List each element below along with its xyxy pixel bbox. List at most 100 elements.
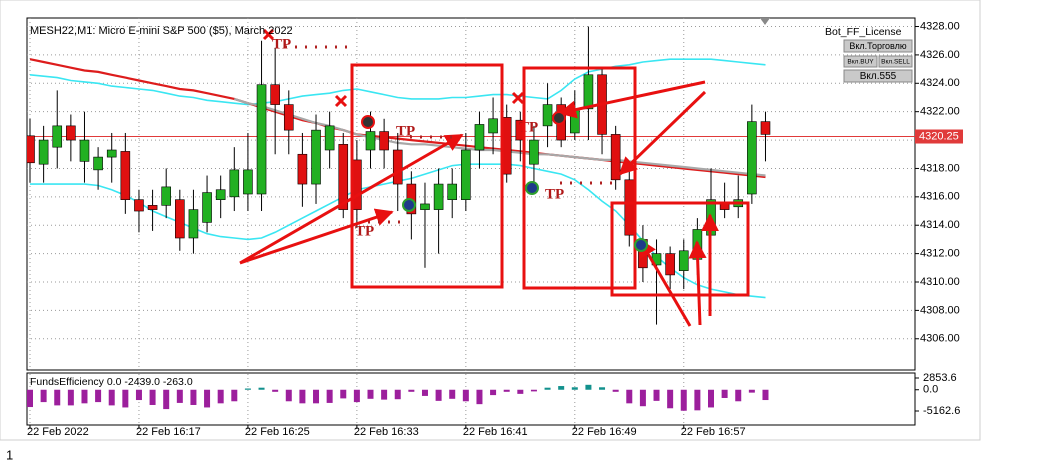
bar (626, 389, 633, 404)
candle-body (188, 209, 199, 239)
bar (163, 389, 170, 410)
x-tick-label: 22 Feb 16:49 (572, 426, 637, 438)
bar (762, 389, 769, 401)
button-label[interactable]: Вкл.555 (860, 71, 897, 82)
candle-body (161, 186, 171, 206)
candle-body (678, 250, 689, 271)
x-tick-label: 22 Feb 16:57 (681, 426, 746, 438)
bar (544, 387, 551, 390)
candle-body (461, 149, 471, 200)
candle-body (420, 203, 430, 210)
y-tick-label: -5162.6 (923, 405, 960, 417)
button-label[interactable]: Вкл.Торговлю (849, 41, 907, 51)
bar (54, 389, 61, 406)
bar (517, 389, 524, 394)
candle-body (52, 125, 63, 148)
bar (735, 389, 742, 402)
candle-body (760, 121, 771, 135)
bar (421, 389, 428, 396)
button[interactable] (878, 55, 913, 68)
drawings (239, 28, 750, 327)
y-tick-label: 4316.00 (920, 191, 960, 203)
bar (694, 389, 701, 411)
candle-body (529, 139, 539, 165)
bar (176, 389, 183, 403)
candle-body (747, 121, 757, 195)
candle-body (311, 129, 321, 185)
candle-body (392, 149, 403, 185)
bar (40, 389, 47, 403)
candle-body (474, 124, 485, 151)
arrow (239, 133, 464, 265)
plot-frame (26, 17, 916, 371)
order-icon (634, 238, 648, 252)
button[interactable] (843, 55, 878, 68)
bar (299, 389, 306, 404)
bar (449, 389, 456, 399)
button[interactable] (843, 69, 913, 83)
close-mark (262, 28, 525, 108)
x-tick-label: 22 Feb 16:25 (245, 426, 310, 438)
tp-label: TP (396, 123, 415, 139)
bar (653, 389, 660, 401)
y-tick-label: 4328.00 (920, 20, 960, 32)
candle-body (379, 131, 389, 151)
bar (571, 387, 578, 390)
bar (122, 389, 129, 408)
candle-body (624, 179, 635, 236)
bar (680, 389, 687, 411)
candle-body (134, 199, 144, 212)
tp-label: TP (519, 119, 538, 135)
candle-body (365, 131, 376, 151)
box (522, 66, 637, 290)
y-tick-label: 4324.00 (920, 77, 960, 89)
x-tick-label: 22 Feb 16:33 (354, 426, 419, 438)
bar (462, 389, 469, 402)
candle-body (433, 183, 444, 210)
button-label[interactable]: Вкл.BUY (847, 59, 874, 66)
bar (326, 389, 333, 403)
last-price-box (915, 129, 963, 144)
bar (490, 389, 497, 396)
arrow (558, 80, 706, 119)
bar (503, 389, 510, 392)
indicator-plot (27, 384, 769, 411)
bar (258, 387, 265, 390)
bar (585, 384, 592, 390)
order-icon (525, 181, 539, 195)
candle-body (79, 139, 90, 162)
candle-body (27, 135, 35, 164)
candle-body (215, 189, 226, 200)
y-tick-label: 4314.00 (920, 219, 960, 231)
candle-body (297, 153, 308, 185)
button[interactable] (843, 39, 913, 53)
y-tick-label: 4306.00 (920, 333, 960, 345)
box (350, 63, 504, 289)
button-label[interactable]: Вкл.SELL (881, 59, 910, 66)
y-tick-label: 4310.00 (920, 276, 960, 288)
bar (667, 389, 674, 409)
bar (612, 389, 619, 392)
candle-body (447, 183, 458, 200)
candle-body (120, 151, 131, 200)
candle-body (665, 253, 675, 276)
y-tick-label: 4312.00 (920, 248, 960, 260)
y-tick-label: 4322.00 (920, 106, 960, 118)
bar (313, 389, 320, 404)
bar (108, 389, 115, 406)
bar (353, 389, 360, 403)
bar (190, 389, 197, 405)
candle-body (243, 169, 253, 195)
overlay-line (29, 58, 766, 106)
bar (721, 389, 728, 398)
y-tick-label: 4326.00 (920, 49, 960, 61)
candle-body (283, 104, 294, 131)
arrow (688, 240, 707, 326)
chart-title: MESH22,M1: Micro E-mini S&P 500 ($5), Ma… (30, 25, 293, 37)
bar (27, 389, 33, 408)
bar (708, 389, 714, 408)
order-icon (552, 111, 566, 125)
candle-body (229, 169, 240, 198)
candle-body (66, 125, 76, 141)
overlay-line (233, 97, 766, 177)
